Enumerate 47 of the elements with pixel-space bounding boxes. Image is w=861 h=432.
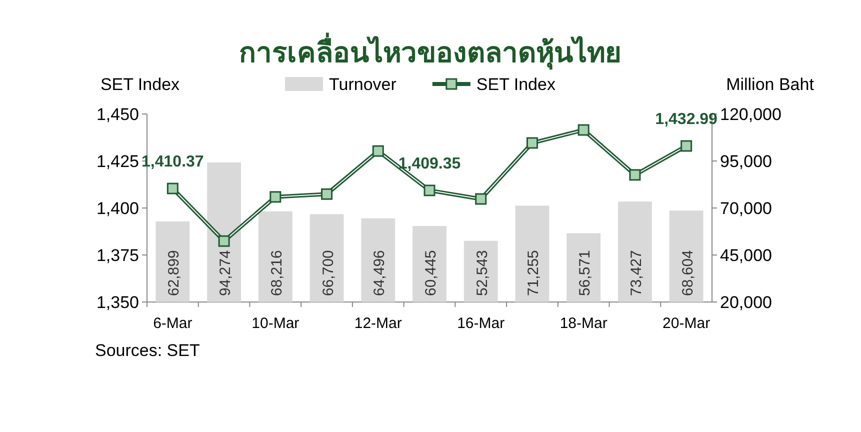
y2-tick-label: 120,000 (720, 105, 782, 124)
data-label: 68,604 (679, 250, 696, 296)
point (372, 145, 384, 157)
y2-tick-label: 20,000 (720, 293, 772, 312)
y2-tick-label: 70,000 (720, 199, 772, 218)
x-tick-label: 18-Mar (560, 315, 608, 332)
data-label: 56,571 (576, 250, 594, 296)
point (475, 193, 487, 205)
point (629, 169, 641, 181)
chart-title: การเคลื่อนไหวของตลาดหุ้นไทย (239, 32, 621, 70)
x-tick-label: 10-Mar (252, 315, 300, 332)
data-label: 1,409.35 (398, 155, 461, 172)
data-label: 94,274 (217, 250, 234, 296)
data-label: 60,445 (422, 250, 440, 296)
point (218, 235, 230, 247)
x-tick-label: 6-Mar (153, 315, 192, 332)
data-label: 71,255 (525, 250, 542, 296)
legend-label: SET Index (476, 75, 556, 94)
data-label: 68,216 (268, 250, 286, 296)
legend-label: Turnover (329, 75, 397, 94)
data-label: 66,700 (320, 250, 337, 296)
x-tick-label: 16-Mar (457, 315, 505, 332)
y-tick-label: 1,450 (96, 105, 139, 124)
data-label: 73,427 (628, 250, 645, 296)
point (166, 182, 178, 194)
y2-tick-label: 95,000 (720, 152, 772, 171)
y-tick-label: 1,375 (96, 246, 139, 265)
y-tick-label: 1,350 (96, 293, 139, 312)
point (270, 191, 282, 203)
point (526, 137, 538, 149)
data-label: 1,410.37 (142, 154, 204, 171)
x-tick-label: 20-Mar (662, 315, 710, 332)
point (680, 140, 692, 152)
source-note: Sources: SET (95, 341, 200, 360)
y-tick-label: 1,400 (96, 199, 139, 218)
y2-axis-title: Million Baht (726, 75, 814, 94)
data-label: 52,543 (474, 250, 491, 296)
point (321, 188, 333, 200)
point (578, 124, 590, 136)
point (424, 184, 436, 196)
data-label: 62,899 (166, 250, 183, 296)
data-label: 64,496 (371, 250, 388, 296)
y-axis-title: SET Index (100, 75, 180, 94)
x-tick-label: 12-Mar (354, 315, 402, 332)
y2-tick-label: 45,000 (720, 246, 772, 265)
y-tick-label: 1,425 (96, 152, 139, 171)
data-label: 1,432.99 (655, 110, 718, 128)
